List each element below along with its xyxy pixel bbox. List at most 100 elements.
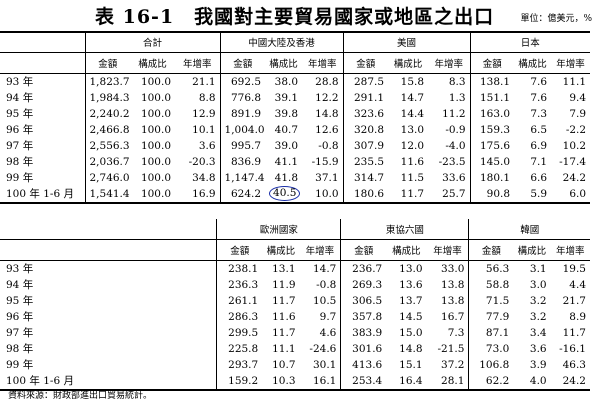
row-label: 93 年 xyxy=(6,76,34,88)
unit-note: 單位：億美元，% xyxy=(520,14,592,24)
table-cell: 100.0 xyxy=(140,75,171,88)
row-label: 99 年 xyxy=(6,172,34,184)
table-cell: 261.1 xyxy=(216,292,263,309)
table-cell: 7.6 xyxy=(530,91,548,104)
table-cell: 28.8 xyxy=(315,75,339,88)
table-cell: 9.4 xyxy=(569,91,587,104)
table-cell: 11.6 xyxy=(272,310,296,323)
table-cell: 24.2 xyxy=(562,171,587,184)
group-header: 日本 xyxy=(469,32,591,52)
table-cell: 73.0 xyxy=(468,340,514,357)
table-row: 98 年 2,036.7 100.0 -20.3 836.9 41.1 -15.9 235.5… xyxy=(0,153,590,170)
table-cell: -21.5 xyxy=(437,342,465,355)
group-header-row: 合計 中國大陸及香港 美國 日本 xyxy=(0,32,591,52)
table-cell: -16.1 xyxy=(559,342,586,355)
table-cell: 39.1 xyxy=(274,91,299,104)
table-row: 100 年 1-6 月 1,541.4 100.0 16.9 624.2 40.5 10.0… xyxy=(0,185,591,204)
table-cell: 323.6 xyxy=(342,105,389,122)
table-cell: 1,147.4 xyxy=(219,169,266,186)
table-cell: -0.8 xyxy=(318,139,339,152)
table-cell: 3.1 xyxy=(529,262,547,275)
table-cell: -2.2 xyxy=(565,123,587,136)
table-cell: 836.9 xyxy=(219,153,266,170)
corner-cell xyxy=(0,238,217,261)
table-cell: 41.8 xyxy=(274,171,299,184)
table-cell: 62.2 xyxy=(468,372,514,391)
table-cell: 39.8 xyxy=(274,107,299,120)
table-cell: 3.9 xyxy=(529,358,547,371)
column-header: 構成比 xyxy=(513,238,551,261)
group-header: 歐洲國家 xyxy=(216,219,341,239)
table-cell: 235.5 xyxy=(342,153,389,170)
table-cell: 225.8 xyxy=(216,340,263,357)
table-row: 99 年 293.7 10.7 30.1 413.6 15.1 37.2 106.8 3.9 46… xyxy=(0,356,590,373)
table-cell: 13.6 xyxy=(399,278,423,291)
row-label: 97 年 xyxy=(6,140,34,152)
table-cell: 314.7 xyxy=(342,169,389,186)
highlight-circle: 40.5 xyxy=(269,186,301,201)
row-label: 99 年 xyxy=(6,359,34,371)
table-cell: 413.6 xyxy=(340,356,387,373)
row-label: 96 年 xyxy=(6,124,34,136)
table-cell: 100.0 xyxy=(140,155,171,168)
table-cell: 11.7 xyxy=(388,185,429,204)
table-cell: 7.3 xyxy=(530,107,548,120)
table-cell: 9.7 xyxy=(319,310,337,323)
group-header: 美國 xyxy=(342,32,471,52)
table-cell: 40.7 xyxy=(274,123,299,136)
table-cell: 175.6 xyxy=(469,137,515,154)
table-cell: 159.3 xyxy=(469,121,515,138)
table-cell: 1,984.3 xyxy=(84,89,130,106)
table-title: 表 16-1 我國對主要貿易國家或地區之出口 xyxy=(95,6,495,28)
row-label: 94 年 xyxy=(6,92,34,104)
table-cell: -15.9 xyxy=(311,155,339,168)
table-cell: -24.6 xyxy=(309,342,337,355)
column-header: 年增率 xyxy=(428,51,471,74)
table-cell: 13.0 xyxy=(399,262,423,275)
table-row: 94 年 1,984.3 100.0 8.8 776.8 39.1 12.2 291.1 14.… xyxy=(0,89,590,106)
table-cell: 293.7 xyxy=(216,356,263,373)
table-cell: 180.6 xyxy=(342,185,389,204)
table-row: 97 年 299.5 11.7 4.6 383.9 15.0 7.3 87.1 3.4 11.7 xyxy=(0,324,590,341)
table-cell: -0.8 xyxy=(316,278,337,291)
table-cell: 37.1 xyxy=(315,171,339,184)
table-cell: 2,746.0 xyxy=(84,169,130,186)
table-cell: 71.5 xyxy=(468,292,514,309)
table-title-bar: 表 16-1 我國對主要貿易國家或地區之出口 單位：億美元，% xyxy=(0,2,600,28)
table-cell: 58.8 xyxy=(468,276,514,293)
column-header: 年增率 xyxy=(302,51,344,74)
table-cell: 7.3 xyxy=(447,326,465,339)
table-cell: 11.7 xyxy=(562,326,586,339)
table-cell: 13.8 xyxy=(441,278,465,291)
table-cell: 10.5 xyxy=(312,294,337,307)
table-cell: 15.0 xyxy=(399,326,423,339)
table-cell: 301.6 xyxy=(340,340,387,357)
column-header: 金額 xyxy=(216,238,263,261)
table-row: 93 年 238.1 13.1 14.7 236.7 13.0 33.0 56.3 3.1 19.… xyxy=(0,260,590,277)
table-cell: 100.0 xyxy=(140,171,171,184)
table-cell: 15.1 xyxy=(399,358,423,371)
table-row: 96 年 286.3 11.6 9.7 357.8 14.5 16.7 77.9 3.2 8.9 xyxy=(0,308,590,325)
table-cell: 2,466.8 xyxy=(84,121,130,138)
table-cell: 3.0 xyxy=(529,278,547,291)
table-cell: 21.7 xyxy=(562,294,586,307)
table-cell: 14.7 xyxy=(312,262,337,275)
column-header: 構成比 xyxy=(388,51,429,74)
table-cell: 10.3 xyxy=(262,372,300,391)
table-cell: 776.8 xyxy=(219,89,266,106)
table-cell: 7.1 xyxy=(530,155,548,168)
column-header: 金額 xyxy=(469,51,515,74)
table-cell: 28.1 xyxy=(426,372,469,391)
table-cell: 151.1 xyxy=(469,89,515,106)
table-cell: 3.6 xyxy=(198,139,216,152)
table-cell: 90.8 xyxy=(469,185,515,204)
table-cell: 11.1 xyxy=(272,342,296,355)
table-cell: 299.5 xyxy=(216,324,263,341)
table-cell: 40.5 xyxy=(265,185,303,204)
row-label: 94 年 xyxy=(6,279,34,291)
table-cell: 39.0 xyxy=(274,139,299,152)
row-label: 95 年 xyxy=(6,295,34,307)
column-header: 年增率 xyxy=(550,238,590,261)
table-row: 100 年 1-6 月 159.2 10.3 16.1 253.4 16.4 28.1 62.… xyxy=(0,372,590,391)
group-header-row: 歐洲國家 東協六國 韓國 xyxy=(0,219,590,239)
